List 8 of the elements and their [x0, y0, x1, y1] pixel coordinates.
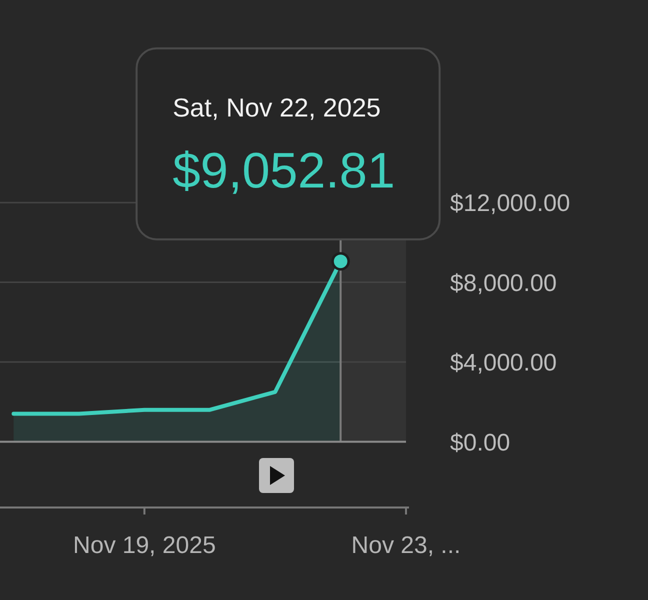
data-label: $9,052.81 — [172, 142, 396, 198]
y-tick-label: $4,000.00 — [450, 350, 557, 377]
y-tick-label: $8,000.00 — [450, 270, 557, 297]
x-tick-label: Nov 23, ... — [351, 532, 461, 559]
text: Sat, Nov 22, 2025 — [172, 92, 381, 122]
y-tick-label: $0.00 — [450, 429, 510, 456]
x-tick-label: Nov 19, 2025 — [73, 532, 216, 559]
y-tick-label: $12,000.00 — [450, 190, 570, 218]
